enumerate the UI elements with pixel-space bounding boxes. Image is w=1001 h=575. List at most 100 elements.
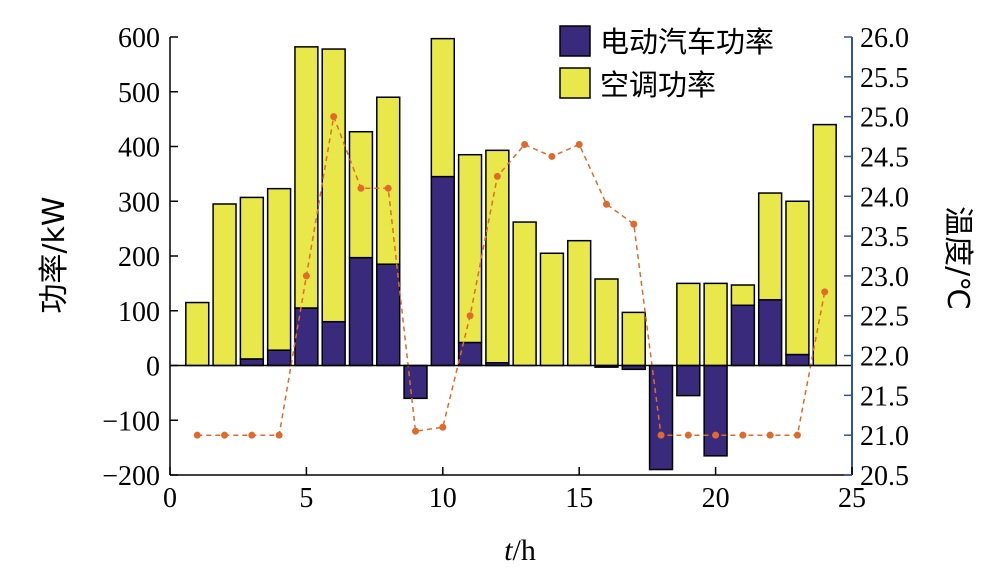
bar-ac-t22: [757, 192, 783, 301]
temperature-point-t8: [384, 184, 392, 192]
bar-ev-t9: [403, 364, 428, 400]
y2-tick-label-23.0: 23.0: [860, 262, 909, 293]
temperature-point-t7: [357, 184, 365, 192]
bar-ev-t20: [703, 364, 728, 457]
bar-ac-t13: [512, 221, 537, 367]
temperature-point-t22: [766, 431, 774, 439]
bar-ac-t24: [812, 123, 837, 367]
y-tick-label-100: 100: [118, 297, 160, 328]
y2-tick-label-22.0: 22.0: [860, 342, 909, 373]
bar-ac-t1: [185, 301, 210, 367]
bar-ac-t6: [321, 48, 346, 323]
bar-ac-t17: [621, 311, 646, 367]
temperature-layer: [193, 113, 829, 439]
temperature-point-t24: [821, 288, 829, 296]
temperature-line: [197, 113, 826, 436]
bar-ac-t5: [294, 46, 319, 309]
bar-ac-t7: [348, 130, 374, 259]
temperature-point-t14: [548, 152, 556, 160]
y-axis-title: 功率/kW: [37, 196, 72, 313]
y2-tick-label-22.5: 22.5: [860, 302, 909, 333]
y-tick-label--200: −200: [102, 461, 160, 492]
legend-swatch-ac: [559, 67, 591, 99]
y2-tick-label-20.5: 20.5: [860, 461, 909, 492]
y2-tick-label-24.5: 24.5: [860, 142, 909, 173]
legend-label-ev: 电动汽车功率: [600, 25, 774, 59]
temperature-point-t10: [439, 423, 447, 431]
bar-ac-t3: [239, 196, 265, 360]
bar-ev-t23: [785, 353, 810, 367]
ticks-layer: 0 5 10 15 20 25 −200 −100 0 100 200 300 400 500 600 20.…: [102, 23, 909, 514]
x-tick-label-5: 5: [299, 483, 313, 514]
legend: 电动汽车功率 空调功率: [559, 25, 774, 102]
legend-label-ac: 空调功率: [600, 68, 716, 102]
y2-tick-label-26.0: 26.0: [860, 23, 909, 54]
y2-tick-label-25.0: 25.0: [860, 103, 909, 134]
bar-ev-t22: [757, 299, 783, 367]
x-tick-label-20: 20: [702, 483, 730, 514]
y2-axis-title: 温度/℃: [940, 206, 975, 310]
bar-ac-t16: [594, 278, 619, 367]
x-tick-label-0: 0: [163, 483, 177, 514]
y-tick-label-600: 600: [118, 23, 160, 54]
temperature-point-t5: [302, 272, 310, 280]
temperature-point-t4: [275, 431, 283, 439]
bar-ac-t2: [212, 203, 237, 367]
y-tick-label-0: 0: [146, 352, 160, 383]
y2-tick-label-24.0: 24.0: [860, 182, 909, 213]
bar-ac-t15: [566, 239, 592, 367]
y-tick-label-200: 200: [118, 242, 160, 273]
temperature-point-t9: [412, 427, 420, 435]
bar-ev-t18: [648, 364, 674, 471]
temperature-point-t6: [330, 113, 338, 121]
bar-ev-t7: [348, 256, 374, 367]
x-axis-unit: /h: [513, 534, 536, 567]
y-tick-label-400: 400: [118, 133, 160, 164]
bar-ac-t4: [266, 187, 292, 351]
bar-ev-t3: [239, 358, 265, 367]
y2-tick-label-25.5: 25.5: [860, 63, 909, 94]
temperature-point-t20: [712, 431, 720, 439]
bar-ev-t4: [266, 349, 292, 367]
temperature-point-t16: [602, 200, 610, 208]
bar-ev-t6: [321, 320, 346, 367]
temperature-point-t15: [575, 141, 583, 149]
y-tick-label-500: 500: [118, 78, 160, 109]
temperature-point-t21: [739, 431, 747, 439]
bar-ac-t14: [539, 252, 565, 367]
bar-ev-t19: [676, 364, 701, 397]
temperature-point-t17: [630, 220, 638, 228]
bar-ac-t19: [676, 282, 701, 367]
bar-ev-t8: [376, 263, 401, 367]
bar-ac-t21: [730, 284, 756, 307]
bar-ac-t11: [457, 153, 483, 344]
y-tick-label--100: −100: [102, 406, 160, 437]
y2-tick-label-21.5: 21.5: [860, 381, 909, 412]
temperature-point-t13: [521, 141, 529, 149]
y-tick-label-300: 300: [118, 187, 160, 218]
x-tick-label-15: 15: [565, 483, 593, 514]
bars-layer: [185, 37, 837, 471]
x-axis-variable: t: [504, 534, 513, 567]
y2-tick-label-21.0: 21.0: [860, 421, 909, 452]
temperature-point-t23: [793, 431, 801, 439]
bar-ac-t10: [430, 37, 456, 178]
temperature-point-t19: [684, 431, 692, 439]
x-tick-label-25: 25: [838, 483, 866, 514]
bar-ev-t5: [294, 307, 319, 367]
legend-swatch-ev: [559, 25, 591, 57]
temperature-point-t1: [193, 431, 201, 439]
temperature-point-t2: [221, 431, 229, 439]
bar-ev-t10: [430, 175, 456, 367]
bar-ac-t12: [485, 149, 510, 364]
bar-ac-t8: [376, 96, 401, 265]
bar-ev-t21: [730, 304, 756, 367]
x-axis-title: t/h: [504, 534, 536, 567]
bar-ac-t23: [785, 200, 810, 356]
temperature-point-t18: [657, 431, 665, 439]
temperature-point-t12: [493, 172, 501, 180]
bar-ac-t20: [703, 282, 728, 367]
temperature-point-t3: [248, 431, 256, 439]
y2-tick-label-23.5: 23.5: [860, 222, 909, 253]
